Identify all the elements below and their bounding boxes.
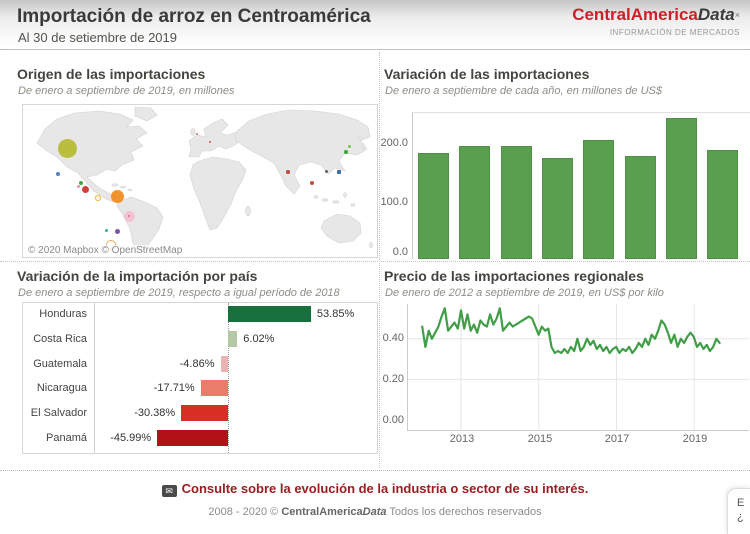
country-variation-bar[interactable] (228, 330, 238, 347)
page-title: Importación de arroz en Centroamérica (17, 6, 371, 27)
map-bubble[interactable] (309, 180, 315, 186)
brand-logo[interactable]: CentralAmericaData× INFORMACIÓN DE MERCA… (572, 5, 740, 43)
envelope-icon: ✉ (161, 485, 177, 497)
country-zero-line (228, 303, 229, 453)
world-map-image (36, 106, 373, 254)
map-bubble[interactable] (56, 172, 60, 176)
world-import-map[interactable]: © 2020 Mapbox © OpenStreetMap (22, 104, 378, 258)
country-chart-subtitle: De enero a septiembre de 2019, respecto … (18, 287, 340, 299)
map-bubble[interactable] (195, 132, 199, 136)
import-year-bar[interactable] (665, 117, 697, 259)
map-subtitle: De enero a septiembre de 2019, en millon… (18, 85, 235, 97)
map-bubble[interactable] (104, 228, 108, 232)
country-label: Nicaragua (36, 382, 87, 395)
price-chart-title: Precio de las importaciones regionales (384, 268, 644, 284)
import-year-bar[interactable] (541, 158, 573, 259)
country-value-label: 6.02% (243, 332, 275, 345)
map-bubble[interactable] (344, 150, 348, 154)
country-label: Guatemala (33, 357, 87, 370)
price-ytick-020: 0.20 (382, 373, 404, 385)
map-bubble[interactable] (324, 169, 328, 173)
country-value-label: -4.86% (179, 357, 215, 370)
country-variation-bar[interactable] (200, 380, 228, 397)
map-bubble[interactable] (336, 169, 342, 175)
country-value-label: -45.99% (110, 432, 152, 444)
country-variation-bar[interactable] (220, 355, 228, 372)
map-bubble[interactable] (347, 144, 351, 148)
map-dots (23, 105, 377, 257)
price-chart-subtitle: De enero de 2012 a septiembre de 2019, e… (385, 287, 664, 299)
imports-chart-subtitle: De enero a septiembre de cada año, en mi… (385, 85, 663, 97)
header: Importación de arroz en Centroamérica Al… (0, 0, 750, 50)
country-value-label: -17.71% (153, 382, 195, 395)
country-value-label: -30.38% (134, 407, 176, 420)
consult-link-text: Consulte sobre la evolución de la indust… (181, 481, 589, 496)
map-bubble[interactable] (127, 214, 131, 218)
map-bubble[interactable] (286, 170, 290, 174)
chat-widget-line1: E (737, 497, 745, 509)
copyright-prefix: 2008 - 2020 © (208, 506, 279, 518)
country-chart-title: Variación de la importación por país (17, 268, 258, 284)
brand-trademark-icon: × (734, 10, 740, 20)
map-title: Origen de las importaciones (17, 66, 206, 82)
import-year-bar[interactable] (500, 146, 532, 259)
imports-ytick-200: 200.0 (380, 137, 408, 149)
chat-widget-clipped[interactable]: E ¿ (727, 488, 750, 534)
price-xtick-2019: 2019 (682, 433, 708, 445)
consult-link[interactable]: ✉ Consulte sobre la evolución de la indus… (0, 480, 750, 498)
country-value-label: 53.85% (316, 308, 355, 320)
map-bubble[interactable] (95, 195, 101, 201)
footer-divider (0, 470, 750, 471)
country-variation-bar[interactable] (228, 306, 311, 322)
copyright-brand-data: Data (362, 506, 387, 518)
import-year-bar[interactable] (418, 153, 449, 259)
map-bubble[interactable] (114, 228, 120, 234)
imports-ytick-100: 100.0 (380, 196, 408, 208)
map-bubble[interactable] (81, 185, 89, 193)
price-line-plot[interactable] (407, 304, 749, 431)
price-xtick-2015: 2015 (527, 433, 553, 445)
copyright-suffix: Todos los derechos reservados (389, 506, 542, 518)
imports-bars-plot[interactable] (412, 112, 750, 259)
country-label: Costa Rica (33, 332, 87, 345)
import-year-bar[interactable] (707, 149, 739, 259)
chat-widget-line2: ¿ (737, 511, 744, 523)
copyright-brand: CentralAmerica (281, 506, 363, 518)
import-year-bar[interactable] (583, 140, 615, 259)
price-ytick-000: 0.00 (382, 414, 404, 426)
price-xtick-2013: 2013 (449, 433, 475, 445)
country-label: Honduras (39, 308, 87, 320)
map-bubble[interactable] (76, 184, 80, 188)
price-xtick-2017: 2017 (604, 433, 630, 445)
imports-ytick-0: 0.0 (392, 246, 408, 258)
page-subtitle: Al 30 de setiembre de 2019 (18, 30, 177, 45)
country-bars-plot[interactable]: Honduras 53.85% Costa Rica 6.02% Guatemala -4… (22, 302, 378, 454)
import-year-bar[interactable] (459, 146, 491, 259)
map-bubble[interactable] (79, 181, 83, 185)
import-year-bar[interactable] (624, 156, 656, 259)
column-divider (379, 52, 380, 468)
brand-tagline: INFORMACIÓN DE MERCADOS (609, 28, 740, 37)
price-line-path (421, 307, 721, 355)
brand-logo-dark: Data (697, 5, 735, 24)
map-bubble[interactable] (57, 138, 77, 158)
row-divider (0, 261, 750, 262)
imports-chart-title: Variación de las importaciones (384, 66, 590, 82)
country-axis-line (94, 303, 95, 453)
map-bubble[interactable] (110, 189, 124, 203)
map-bubble[interactable] (208, 140, 212, 144)
country-variation-bar[interactable] (157, 430, 228, 446)
brand-logo-red: CentralAmerica (572, 5, 698, 24)
country-variation-bar[interactable] (181, 405, 228, 422)
copyright: 2008 - 2020 © CentralAmericaData Todos l… (0, 506, 750, 518)
country-label: El Salvador (30, 407, 87, 420)
map-attribution[interactable]: © 2020 Mapbox © OpenStreetMap (25, 245, 186, 256)
country-label: Panamá (46, 432, 87, 444)
price-ytick-040: 0.40 (382, 332, 404, 344)
